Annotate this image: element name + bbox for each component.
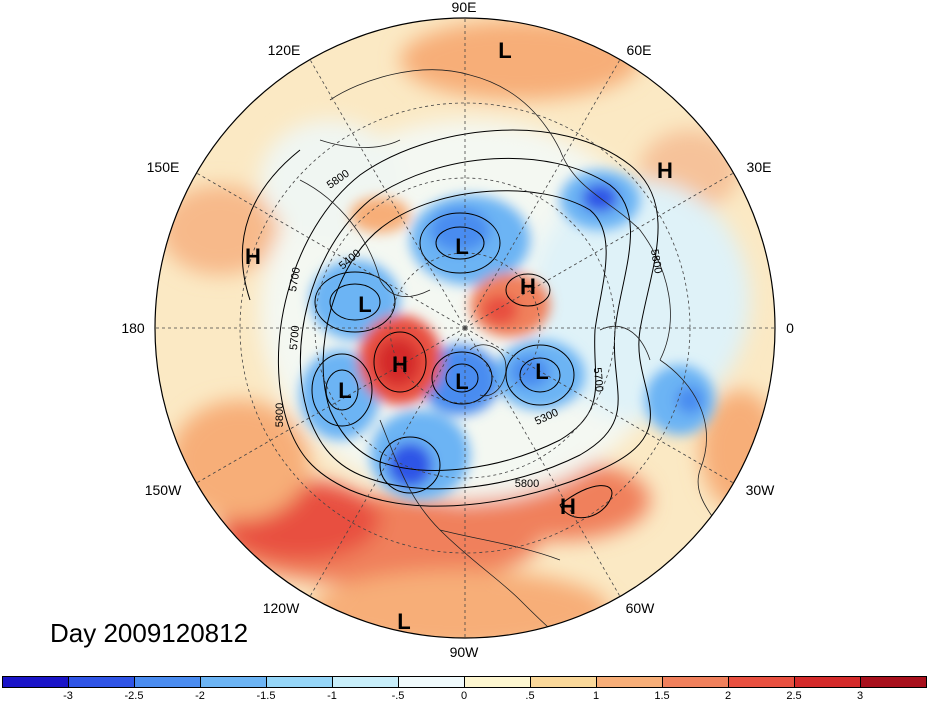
low-center-label: L: [397, 609, 410, 634]
longitude-label-150E: 150E: [146, 159, 180, 175]
colorbar-tick-label: 1: [592, 690, 600, 702]
longitude-label-120E: 120E: [267, 42, 301, 58]
meridian-line: [309, 59, 466, 329]
colorbar-tick-label: 2: [724, 690, 732, 702]
colorbar-swatch: [134, 676, 201, 688]
high-center-label: H: [657, 158, 673, 183]
high-center-label: H: [520, 274, 536, 299]
longitude-label-30W: 30W: [745, 482, 775, 498]
colorbar-swatch: [68, 676, 135, 688]
colorbar-tick-label: 3: [856, 690, 864, 702]
longitude-label-0: 0: [786, 320, 794, 336]
low-center-label: L: [455, 234, 468, 259]
contour-value-label: 5800: [274, 403, 286, 427]
colorbar-tick-label: .5: [525, 690, 535, 702]
colorbar-tick-label: -.5: [391, 690, 405, 702]
colorbar-swatch: [332, 676, 399, 688]
contour-value-label: 5800: [648, 248, 664, 274]
colorbar-tick-label: -3: [63, 690, 73, 702]
colorbar-swatch: [398, 676, 465, 688]
colorbar-swatch: [860, 676, 927, 688]
meridian-line: [196, 327, 466, 484]
pressure-centers: L H H L H L H L L L H L: [245, 38, 673, 634]
day-label: Day 2009120812: [50, 618, 249, 648]
colorbar-swatch: [794, 676, 861, 688]
longitude-label-180: 180: [121, 320, 145, 336]
colorbar-tick-label: -1.5: [256, 690, 276, 702]
colorbar-tick-label: 1.5: [654, 690, 670, 702]
contour-value-label: 5700: [591, 367, 605, 392]
colorbar-swatch: [266, 676, 333, 688]
contour-value-label: 5700: [287, 266, 303, 292]
longitude-label-30E: 30E: [746, 159, 772, 175]
longitude-label-90W: 90W: [449, 644, 479, 660]
colorbar-tick-label: 2.5: [786, 690, 802, 702]
contour-value-label: 5700: [288, 325, 302, 350]
longitude-label-150W: 150W: [144, 482, 182, 498]
longitude-label-60E: 60E: [626, 42, 652, 58]
longitude-label-120W: 120W: [262, 600, 300, 616]
meridian-line: [464, 59, 621, 329]
colorbar-tick-label: 0: [460, 690, 468, 702]
colorbar-swatch: [662, 676, 729, 688]
longitude-label-90E: 90E: [451, 0, 477, 15]
meridian-line: [464, 172, 734, 329]
colorbar-tick-label: -2.5: [124, 690, 144, 702]
colorbar-swatch: [728, 676, 795, 688]
low-center-label: L: [358, 292, 371, 317]
colorbar-tick-label: -1: [327, 690, 337, 702]
high-center-label: H: [560, 494, 576, 519]
meridian-line: [309, 327, 466, 597]
meridian-line: [464, 327, 621, 597]
meridian-line: [196, 172, 466, 329]
colorbar-swatch: [464, 676, 531, 688]
height-contours: [241, 129, 659, 519]
colorbar-swatch: [2, 676, 69, 688]
low-center-label: L: [338, 378, 351, 403]
colorbar-swatch: [530, 676, 597, 688]
colorbar-swatch: [596, 676, 663, 688]
low-center-label: L: [498, 38, 511, 63]
colorbar-swatch: [200, 676, 267, 688]
colorbar-tick-label: -2: [195, 690, 205, 702]
high-center-label: H: [245, 244, 261, 269]
longitude-label-60W: 60W: [625, 600, 655, 616]
meridian-line: [464, 327, 734, 484]
map-border: [154, 17, 776, 639]
low-center-label: L: [455, 369, 468, 394]
graticule: [155, 18, 775, 638]
high-center-label: H: [392, 352, 408, 377]
low-center-label: L: [535, 359, 548, 384]
contour-value-label: 5800: [515, 478, 539, 490]
